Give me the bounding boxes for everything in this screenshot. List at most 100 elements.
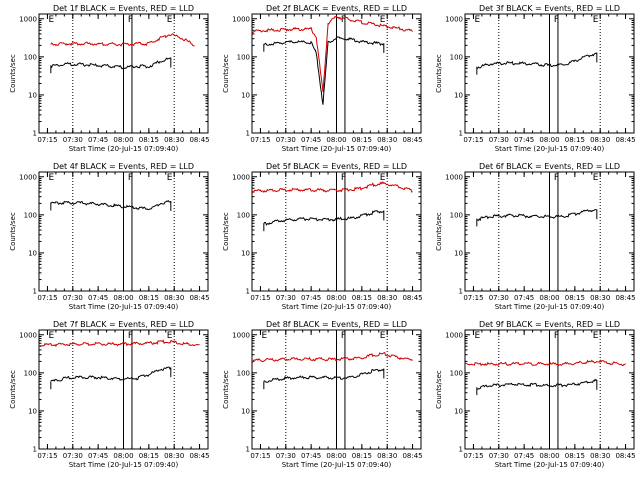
- x-tick-label: 08:45: [189, 136, 209, 144]
- panel-title: Det 4f BLACK = Events, RED = LLD: [53, 162, 194, 171]
- series-line-events: [263, 368, 385, 383]
- y-axis-label: Counts/sec: [9, 212, 17, 251]
- x-tick-label: 08:15: [139, 294, 159, 302]
- series-line-events: [476, 208, 597, 222]
- y-tick-label: 10: [454, 249, 463, 257]
- event-marker-e: E: [48, 173, 54, 183]
- event-marker-e: E: [48, 331, 54, 341]
- y-tick-label: 1: [459, 288, 463, 296]
- x-tick-label: 07:15: [463, 136, 483, 144]
- detector-panel-4: Det 4f BLACK = Events, RED = LLD 1 10 100 10…: [9, 162, 210, 311]
- x-tick-label: 08:15: [565, 136, 585, 144]
- event-marker-e: E: [474, 331, 480, 341]
- event-marker-f: F: [128, 173, 133, 183]
- y-tick-label: 1000: [19, 15, 37, 23]
- x-tick-label: 08:15: [565, 452, 585, 460]
- y-axis-label: Counts/sec: [9, 54, 17, 93]
- series-line-events: [263, 36, 385, 105]
- y-tick-label: 10: [241, 407, 250, 415]
- y-tick-label: 10: [28, 91, 37, 99]
- x-tick-label: 08:00: [539, 136, 559, 144]
- x-tick-label: 07:15: [250, 452, 270, 460]
- y-tick-label: 100: [237, 369, 250, 377]
- series-line-lld: [50, 33, 195, 47]
- x-tick-label: 07:15: [37, 136, 57, 144]
- x-tick-label: 08:15: [139, 452, 159, 460]
- series-line-lld: [38, 339, 200, 347]
- x-tick-label: 08:00: [326, 452, 346, 460]
- x-tick-label: 08:00: [539, 452, 559, 460]
- y-axis-label: Counts/sec: [435, 54, 443, 93]
- y-tick-label: 1: [33, 288, 37, 296]
- detector-panel-3: Det 3f BLACK = Events, RED = LLD 1 10 100 10…: [435, 4, 636, 153]
- x-tick-label: 08:00: [113, 136, 133, 144]
- x-tick-label: 08:30: [377, 294, 397, 302]
- y-tick-label: 10: [454, 91, 463, 99]
- x-tick-label: 07:30: [63, 452, 83, 460]
- panel-title: Det 8f BLACK = Events, RED = LLD: [266, 320, 407, 329]
- y-tick-label: 100: [450, 211, 463, 219]
- x-tick-label: 08:45: [402, 294, 422, 302]
- y-axis-label: Counts/sec: [435, 212, 443, 251]
- y-tick-label: 10: [28, 407, 37, 415]
- detector-panel-1: Det 1f BLACK = Events, RED = LLD 1 10 100 10…: [9, 4, 210, 153]
- x-tick-label: 08:45: [615, 136, 635, 144]
- event-marker-e: E: [593, 15, 599, 25]
- x-tick-label: 08:45: [615, 452, 635, 460]
- x-tick-label: 08:45: [615, 294, 635, 302]
- y-tick-label: 1000: [232, 15, 250, 23]
- x-tick-label: 08:30: [590, 136, 610, 144]
- x-tick-label: 07:45: [88, 452, 108, 460]
- x-tick-label: 07:45: [88, 294, 108, 302]
- y-tick-label: 100: [237, 53, 250, 61]
- x-tick-label: 07:30: [276, 294, 296, 302]
- x-tick-label: 07:30: [276, 136, 296, 144]
- y-tick-label: 100: [24, 53, 37, 61]
- panel-title: Det 9f BLACK = Events, RED = LLD: [479, 320, 620, 329]
- x-tick-label: 07:45: [88, 136, 108, 144]
- x-tick-label: 08:45: [189, 294, 209, 302]
- x-tick-label: 07:30: [489, 452, 509, 460]
- x-axis-label: Start Time (20-Jul-15 07:09:40): [495, 145, 605, 153]
- y-tick-label: 1: [246, 446, 250, 454]
- y-tick-label: 1000: [19, 331, 37, 339]
- y-tick-label: 1000: [232, 173, 250, 181]
- y-tick-label: 1000: [445, 173, 463, 181]
- event-marker-e: E: [167, 331, 173, 341]
- detector-panel-2: Det 2f BLACK = Events, RED = LLD 1 10 100 10…: [222, 4, 423, 153]
- x-tick-label: 08:45: [402, 452, 422, 460]
- x-tick-label: 08:30: [590, 294, 610, 302]
- x-tick-label: 07:15: [37, 294, 57, 302]
- series-line-lld: [464, 359, 626, 367]
- event-marker-e: E: [474, 15, 480, 25]
- y-tick-label: 1000: [19, 173, 37, 181]
- x-tick-label: 08:30: [164, 136, 184, 144]
- y-axis-label: Counts/sec: [222, 212, 230, 251]
- event-marker-e: E: [593, 173, 599, 183]
- event-marker-e: E: [48, 15, 54, 25]
- x-tick-label: 07:45: [514, 294, 534, 302]
- y-tick-label: 100: [24, 369, 37, 377]
- x-tick-label: 07:15: [37, 452, 57, 460]
- x-tick-label: 08:30: [590, 452, 610, 460]
- x-tick-label: 07:15: [250, 136, 270, 144]
- x-axis-label: Start Time (20-Jul-15 07:09:40): [495, 461, 605, 469]
- y-axis-label: Counts/sec: [222, 54, 230, 93]
- panel-title: Det 6f BLACK = Events, RED = LLD: [479, 162, 620, 171]
- x-tick-label: 08:15: [352, 294, 372, 302]
- x-tick-label: 07:15: [463, 452, 483, 460]
- x-axis-label: Start Time (20-Jul-15 07:09:40): [69, 145, 179, 153]
- x-tick-label: 07:30: [489, 136, 509, 144]
- event-marker-e: E: [167, 15, 173, 25]
- y-tick-label: 1: [246, 288, 250, 296]
- detector-panel-5: Det 5f BLACK = Events, RED = LLD 1 10 100 10…: [222, 162, 423, 311]
- y-tick-label: 100: [450, 369, 463, 377]
- panel-title: Det 7f BLACK = Events, RED = LLD: [53, 320, 194, 329]
- series-line-events: [50, 200, 172, 211]
- x-tick-label: 07:45: [514, 136, 534, 144]
- x-tick-label: 07:45: [301, 294, 321, 302]
- x-axis-label: Start Time (20-Jul-15 07:09:40): [69, 461, 179, 469]
- y-tick-label: 1: [33, 446, 37, 454]
- y-axis-label: Counts/sec: [222, 370, 230, 409]
